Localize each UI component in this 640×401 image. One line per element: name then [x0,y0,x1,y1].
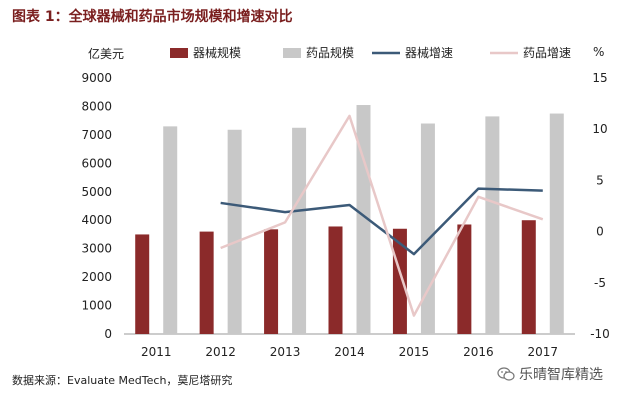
y-right-tick-label: -10 [590,327,610,341]
bar [199,231,214,334]
bar [356,105,371,335]
chart-title: 图表 1：全球器械和药品市场规模和增速对比 [12,9,293,25]
watermark-text: 乐晴智库精选 [519,367,603,383]
bar [135,234,150,334]
y-left-tick-label: 4000 [81,213,112,227]
watermark: 乐晴智库精选 [497,364,603,384]
bar [163,126,178,334]
bar [328,226,343,334]
y-right-tick-label: -5 [594,276,606,290]
y-left-tick-label: 8000 [81,99,112,113]
x-tick-label: 2014 [334,345,365,359]
bar [264,229,279,334]
x-tick-label: 2015 [399,345,430,359]
source-note: 数据来源：Evaluate MedTech，莫尼塔研究 [12,374,233,387]
y-left-tick-label: 7000 [81,128,112,142]
legend-label: 器械规模 [193,45,241,60]
bar [485,116,500,335]
bar [292,127,307,335]
legend-label: 器械增速 [405,45,453,60]
y-left-tick-label: 2000 [81,270,112,284]
wechat-icon [497,367,515,381]
series-line [220,187,543,256]
series-line [220,114,544,317]
legend-swatch [283,48,301,58]
bar [420,123,435,334]
y-right-tick-label: 15 [592,71,607,85]
y-left-tick-label: 0 [104,327,112,341]
bar [227,129,242,334]
y-right-tick-label: 5 [596,173,604,187]
left-axis-unit: 亿美元 [88,47,125,61]
right-axis-unit: % [593,45,605,59]
x-tick-label: 2011 [141,345,172,359]
legend-label: 药品规模 [306,45,354,60]
y-left-tick-label: 3000 [81,242,112,256]
legend-swatch [170,48,188,58]
y-left-tick-label: 9000 [81,71,112,85]
y-left-tick-label: 5000 [81,185,112,199]
y-left-tick-label: 1000 [81,299,112,313]
bar [521,220,536,334]
x-tick-label: 2013 [270,345,301,359]
legend-label: 药品增速 [523,46,571,60]
x-tick-label: 2017 [528,345,559,359]
y-right-tick-label: 0 [596,225,604,239]
bar [457,224,472,334]
bar [392,228,407,334]
bar [549,113,564,334]
x-tick-label: 2012 [205,345,236,359]
y-right-tick-label: 10 [592,122,607,136]
y-left-tick-label: 6000 [81,156,112,170]
x-tick-label: 2016 [463,345,494,359]
